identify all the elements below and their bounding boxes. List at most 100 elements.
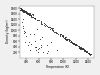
Point	[88, 53, 90, 55]
Point	[53, 31, 55, 32]
Point	[22, 19, 24, 20]
Point	[53, 31, 54, 32]
Point	[21, 10, 22, 11]
Point	[30, 13, 31, 14]
Point	[27, 14, 29, 15]
Point	[31, 16, 32, 17]
Point	[24, 41, 26, 42]
Point	[39, 47, 40, 49]
Point	[52, 28, 54, 29]
Point	[86, 52, 87, 53]
Point	[25, 13, 27, 14]
Point	[22, 10, 24, 11]
Point	[28, 42, 30, 43]
Point	[27, 12, 29, 14]
Point	[34, 41, 36, 42]
Point	[68, 39, 69, 40]
Point	[64, 37, 66, 38]
Point	[88, 52, 90, 54]
Point	[85, 51, 86, 52]
Point	[26, 13, 28, 14]
Point	[27, 13, 29, 14]
Point	[75, 44, 77, 45]
Point	[51, 28, 53, 29]
Point	[40, 23, 42, 24]
Point	[32, 15, 34, 16]
Point	[44, 26, 46, 27]
Point	[59, 33, 61, 35]
Point	[75, 44, 76, 45]
Point	[82, 49, 84, 50]
Point	[71, 42, 73, 44]
Point	[35, 47, 37, 48]
Point	[66, 39, 68, 40]
Point	[29, 14, 31, 16]
Point	[25, 12, 27, 13]
Point	[89, 53, 91, 54]
Point	[20, 9, 22, 10]
Point	[84, 49, 85, 50]
Point	[40, 39, 41, 40]
Point	[21, 8, 23, 9]
Point	[25, 11, 27, 12]
Point	[30, 14, 32, 15]
Point	[65, 39, 67, 40]
Point	[73, 43, 75, 44]
Point	[37, 48, 39, 50]
Point	[20, 8, 22, 9]
Point	[82, 47, 83, 49]
Point	[61, 35, 63, 36]
Point	[30, 16, 31, 17]
Point	[86, 52, 87, 53]
Point	[24, 10, 25, 11]
Point	[28, 12, 30, 13]
Point	[23, 10, 25, 11]
Point	[87, 53, 88, 54]
Point	[47, 26, 49, 27]
Point	[22, 8, 23, 10]
Point	[75, 44, 76, 45]
Point	[28, 14, 29, 15]
Point	[83, 50, 85, 51]
Point	[88, 53, 90, 54]
Point	[67, 39, 68, 40]
Point	[28, 13, 30, 15]
Point	[79, 49, 81, 50]
Point	[27, 13, 28, 14]
Point	[38, 19, 40, 20]
Point	[61, 34, 63, 35]
Point	[21, 9, 23, 10]
Point	[20, 8, 21, 9]
Point	[68, 39, 70, 40]
Point	[68, 39, 70, 40]
Point	[20, 8, 21, 9]
Point	[23, 10, 24, 11]
Point	[52, 29, 54, 31]
Point	[29, 49, 31, 51]
Point	[47, 27, 48, 28]
Point	[35, 17, 36, 19]
Point	[23, 10, 25, 12]
Point	[81, 48, 83, 49]
Point	[68, 40, 70, 41]
Point	[27, 14, 29, 15]
Point	[63, 37, 65, 38]
Point	[26, 12, 28, 14]
Point	[72, 43, 73, 44]
Point	[89, 53, 90, 54]
Point	[78, 47, 80, 48]
Point	[64, 38, 66, 40]
Point	[48, 50, 49, 52]
X-axis label: Temperature (K): Temperature (K)	[45, 65, 69, 69]
Point	[25, 11, 27, 13]
Point	[88, 53, 90, 54]
Point	[21, 21, 22, 22]
Point	[27, 44, 28, 45]
Point	[20, 10, 22, 11]
Point	[21, 8, 22, 10]
Point	[86, 52, 88, 53]
Point	[23, 11, 24, 12]
Point	[29, 15, 31, 16]
Point	[89, 53, 91, 54]
Point	[47, 45, 48, 46]
